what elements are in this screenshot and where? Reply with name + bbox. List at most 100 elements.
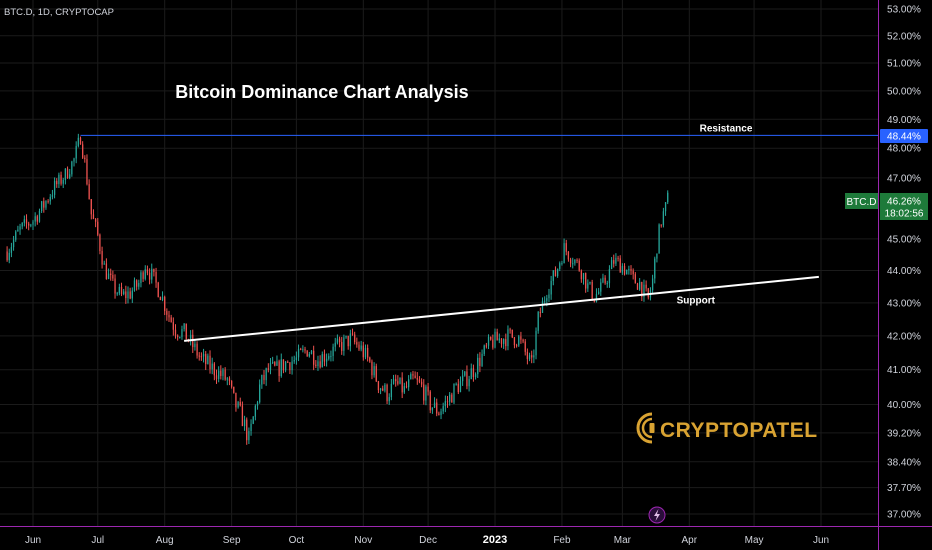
candle-body <box>319 361 321 368</box>
candle-body <box>338 338 341 343</box>
candle-body <box>172 322 174 330</box>
candle-body <box>138 282 140 287</box>
candle-body <box>94 219 97 222</box>
candle-body <box>107 273 110 279</box>
candle-body <box>535 330 537 356</box>
candle-body <box>554 270 557 277</box>
candle-body <box>8 252 10 261</box>
candle-body <box>164 296 166 312</box>
candle-body <box>589 281 591 284</box>
chart-title: Bitcoin Dominance Chart Analysis <box>175 82 468 102</box>
candle-body <box>537 312 539 331</box>
time-tick-label: Aug <box>156 535 174 546</box>
candle-body <box>92 214 95 220</box>
candle-body <box>64 168 67 181</box>
candle-body <box>425 386 427 401</box>
candle-body <box>395 379 397 382</box>
candle-body <box>60 174 62 184</box>
candle-body <box>86 159 88 185</box>
candle-body <box>88 184 90 199</box>
candle-body <box>235 392 237 408</box>
candle-body <box>531 355 533 358</box>
candle-body <box>90 198 92 215</box>
candle-body <box>110 273 112 275</box>
candle-body <box>423 384 425 401</box>
candle-body <box>366 347 369 358</box>
candle-body <box>440 411 442 416</box>
candle-body <box>284 361 287 371</box>
candle-body <box>617 257 619 259</box>
time-tick-label: Oct <box>289 535 305 546</box>
candles <box>6 133 669 445</box>
candle-body <box>243 419 246 427</box>
candle-body <box>477 357 479 375</box>
candle-body <box>405 386 408 388</box>
candle-body <box>384 384 386 391</box>
candle-body <box>73 158 75 162</box>
candle-body <box>455 383 457 385</box>
candle-body <box>464 371 466 376</box>
candle-body <box>114 278 116 294</box>
candle-body <box>328 356 330 359</box>
price-tick-label: 37.00% <box>887 510 921 521</box>
candle-body <box>375 366 377 382</box>
candle-body <box>664 202 667 212</box>
time-tick-label: Feb <box>553 535 571 546</box>
price-tick-label: 49.00% <box>887 115 921 126</box>
symbol-tag <box>845 193 878 209</box>
candle-body <box>585 273 587 289</box>
candle-body <box>259 384 261 403</box>
candle-body <box>364 347 367 358</box>
candle-body <box>626 269 628 275</box>
bolt-icon[interactable] <box>648 506 666 524</box>
candle-body <box>71 161 73 175</box>
candle-body <box>636 283 639 290</box>
candle-body <box>377 381 380 391</box>
candle-body <box>515 345 518 347</box>
candle-body <box>323 354 326 362</box>
candle-body <box>541 301 544 313</box>
candle-body <box>120 286 123 295</box>
candle-body <box>505 339 507 347</box>
candle-body <box>276 361 278 366</box>
candle-body <box>399 377 401 384</box>
price-tick-label: 50.00% <box>887 86 921 97</box>
candle-body <box>487 336 490 346</box>
candle-body <box>451 394 453 403</box>
candle-body <box>565 243 567 252</box>
candle-body <box>492 339 494 348</box>
candle-body <box>75 145 77 159</box>
candle-body <box>321 354 323 368</box>
candle-body <box>496 331 498 341</box>
candle-body <box>146 269 149 273</box>
candle-body <box>388 397 390 402</box>
candle-body <box>379 388 382 391</box>
candle-body <box>572 263 574 265</box>
candle-body <box>643 284 645 297</box>
candle-body <box>397 381 399 384</box>
candle-body <box>218 370 220 379</box>
candle-body <box>194 343 196 348</box>
candle-body <box>582 273 585 280</box>
candle-body <box>313 350 315 365</box>
candle-body <box>43 201 45 208</box>
candle-body <box>56 180 58 185</box>
time-tick-label: Jun <box>25 535 41 546</box>
candle-body <box>101 251 103 265</box>
cryptopatel-logo: CRYPTOPATEL <box>636 412 817 444</box>
candle-body <box>343 337 345 351</box>
candle-body <box>561 263 563 265</box>
candle-body <box>580 270 583 280</box>
candle-body <box>166 311 168 315</box>
symbol-tag-text: BTC.D <box>847 197 877 208</box>
candle-body <box>349 333 352 347</box>
candle-body <box>297 348 300 358</box>
candle-body <box>371 361 373 376</box>
support-line[interactable] <box>184 275 819 342</box>
time-tick-label: Dec <box>419 535 437 546</box>
candle-body <box>129 291 131 299</box>
candle-body <box>548 294 550 299</box>
candle-body <box>442 406 444 412</box>
